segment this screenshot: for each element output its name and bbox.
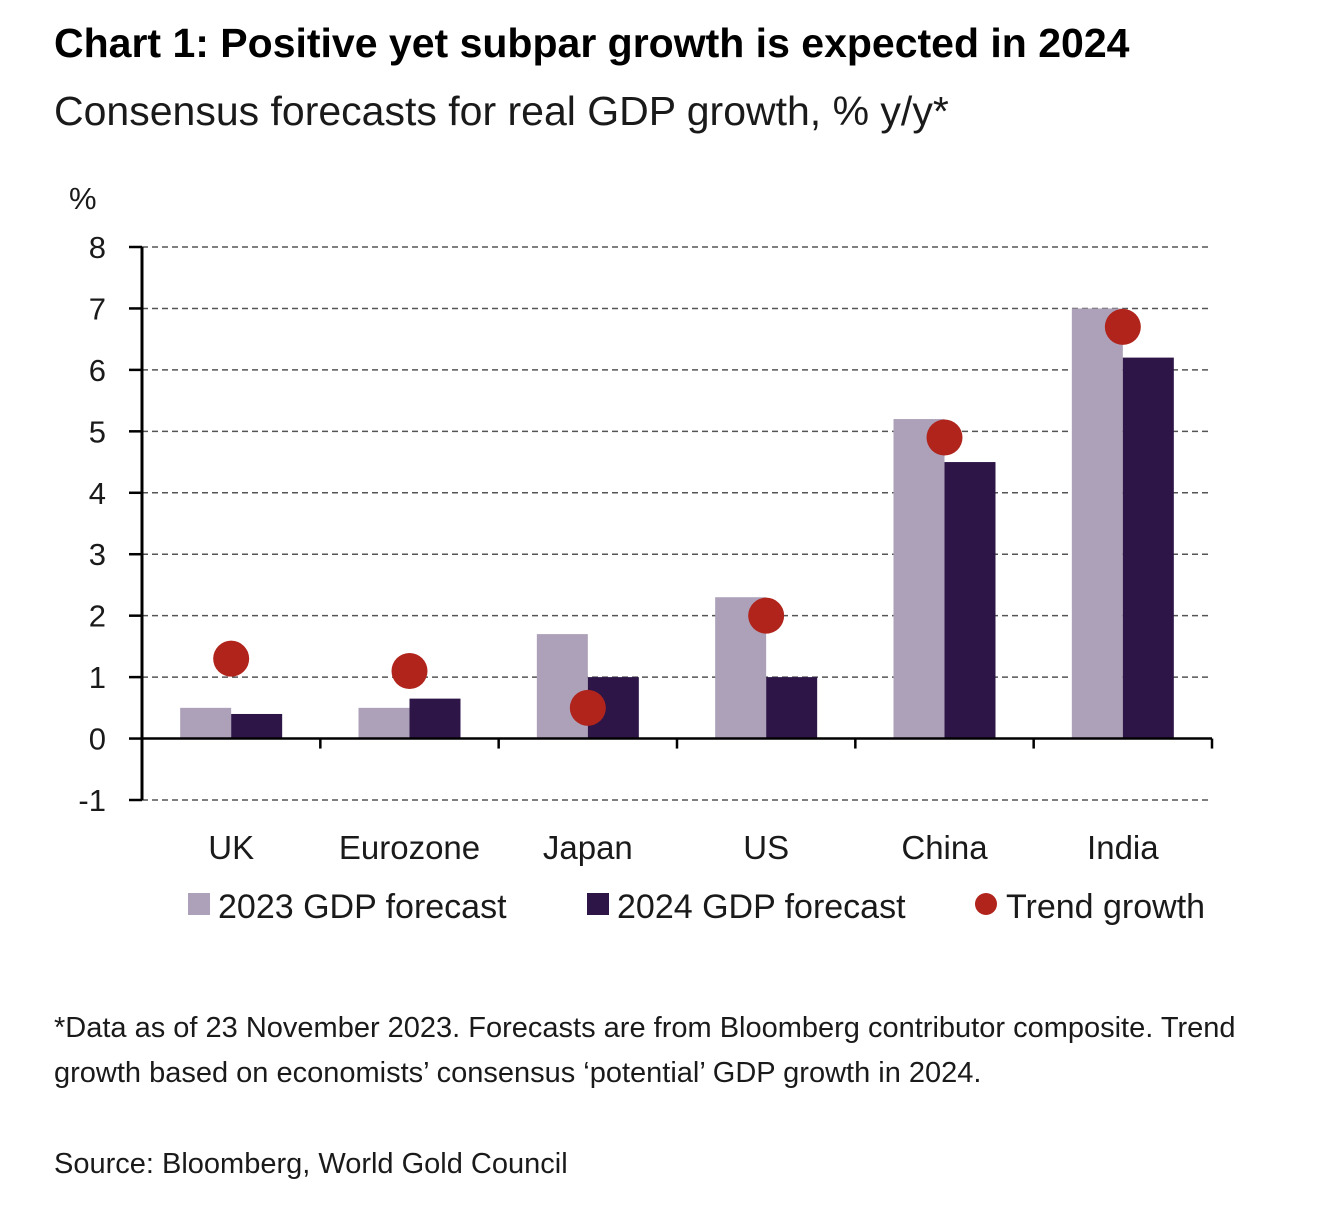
x-tick-label-us: US xyxy=(743,829,789,866)
bar-2023-uk xyxy=(180,707,232,739)
trend-point-japan xyxy=(569,689,606,726)
bar-2023-india xyxy=(1071,308,1123,739)
legend: 2023 GDP forecast 2024 GDP forecast Trend … xyxy=(188,888,1205,926)
y-tick-label: 1 xyxy=(89,660,106,695)
bar-2023-eurozone xyxy=(358,707,410,739)
legend-label-2024: 2024 GDP forecast xyxy=(617,888,906,926)
bar-2024-uk xyxy=(231,713,283,739)
bars xyxy=(180,308,1174,739)
trend-point-uk xyxy=(213,640,250,677)
bar-2023-china xyxy=(893,419,945,739)
chart-title: Chart 1: Positive yet subpar growth is e… xyxy=(54,20,1130,66)
x-tick-label-eurozone: Eurozone xyxy=(339,829,480,866)
bar-2024-us xyxy=(766,677,818,739)
y-tick-label: 4 xyxy=(89,476,106,511)
bar-2024-eurozone xyxy=(409,698,461,739)
y-tick-label: 0 xyxy=(89,722,106,757)
legend-swatch-2024 xyxy=(587,893,609,915)
x-tick-label-japan: Japan xyxy=(543,829,633,866)
trend-points xyxy=(213,308,1141,726)
x-tick-label-uk: UK xyxy=(208,829,254,866)
y-tick-label: 2 xyxy=(89,599,106,634)
source-note: Source: Bloomberg, World Gold Council xyxy=(54,1148,568,1180)
legend-label-2023: 2023 GDP forecast xyxy=(218,888,507,926)
chart-subtitle: Consensus forecasts for real GDP growth,… xyxy=(54,88,949,134)
legend-swatch-trend xyxy=(975,893,997,915)
axis-labels: 8 7 6 5 4 3 2 1 0 -1% UK Eurozone Japan US China India xyxy=(69,181,1159,866)
trend-point-us xyxy=(748,597,785,634)
y-axis-label: % xyxy=(69,181,97,216)
y-tick-label: -1 xyxy=(78,783,106,818)
trend-point-china xyxy=(926,419,963,456)
bar-2024-china xyxy=(944,462,996,739)
y-tick-label: 8 xyxy=(89,230,106,265)
y-tick-label: 7 xyxy=(89,291,106,326)
trend-point-india xyxy=(1104,308,1141,345)
gridlines xyxy=(142,246,1212,801)
footnote: *Data as of 23 November 2023. Forecasts … xyxy=(54,1012,1236,1089)
trend-point-eurozone xyxy=(391,652,428,689)
x-tick-label-china: China xyxy=(901,829,988,866)
axes xyxy=(129,245,1214,802)
legend-swatch-2023 xyxy=(188,893,210,915)
y-tick-label: 5 xyxy=(89,414,106,449)
x-tick-label-india: India xyxy=(1087,829,1159,866)
legend-label-trend: Trend growth xyxy=(1006,888,1205,926)
bar-2024-india xyxy=(1122,357,1174,739)
y-tick-label: 3 xyxy=(89,537,106,572)
y-tick-label: 6 xyxy=(89,353,106,388)
